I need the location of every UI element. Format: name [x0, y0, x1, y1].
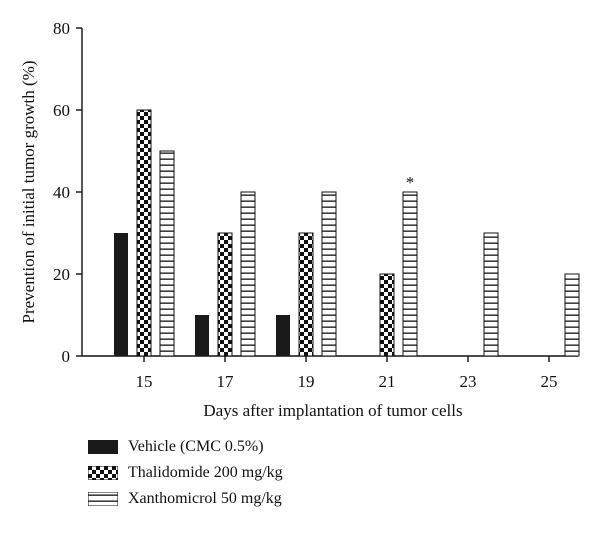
legend-swatch-vehicle [88, 440, 118, 454]
bar-xanthomicrol [483, 232, 499, 357]
y-tick-label: 20 [53, 265, 70, 284]
bar-xanthomicrol [402, 191, 418, 357]
x-tick-label: 17 [217, 372, 235, 391]
significance-annotation: * [406, 173, 415, 192]
bar-xanthomicrol [321, 191, 337, 357]
bar-vehicle [114, 233, 128, 356]
x-tick-label: 15 [136, 372, 153, 391]
x-tick-label: 19 [298, 372, 315, 391]
y-tick-label: 40 [53, 183, 70, 202]
x-tick-label: 23 [460, 372, 477, 391]
x-axis-label: Days after implantation of tumor cells [203, 401, 462, 420]
bar-thalidomide [136, 109, 152, 357]
legend: Vehicle (CMC 0.5%) Thalidomide 200 mg/kg… [88, 434, 283, 512]
legend-label-vehicle: Vehicle (CMC 0.5%) [128, 438, 264, 455]
legend-item-xanthomicrol: Xanthomicrol 50 mg/kg [88, 486, 283, 512]
legend-swatch-thalidomide [88, 466, 118, 480]
bar-thalidomide [298, 232, 314, 357]
bar-thalidomide [379, 273, 395, 357]
legend-label-xanthomicrol: Xanthomicrol 50 mg/kg [128, 490, 282, 507]
y-tick-label: 0 [62, 347, 71, 366]
legend-item-vehicle: Vehicle (CMC 0.5%) [88, 434, 283, 460]
legend-item-thalidomide: Thalidomide 200 mg/kg [88, 460, 283, 486]
y-tick-label: 80 [53, 19, 70, 38]
bar-xanthomicrol [564, 273, 580, 357]
bar-vehicle [276, 315, 290, 356]
y-tick-label: 60 [53, 101, 70, 120]
x-tick-label: 21 [379, 372, 396, 391]
y-axis-label: Prevention of initial tumor growth (%) [19, 61, 38, 324]
bar-thalidomide [217, 232, 233, 357]
legend-label-thalidomide: Thalidomide 200 mg/kg [128, 464, 283, 481]
x-tick-label: 25 [541, 372, 558, 391]
bar-xanthomicrol [159, 150, 175, 357]
legend-swatch-xanthomicrol [88, 492, 118, 506]
bar-xanthomicrol [240, 191, 256, 357]
bar-vehicle [195, 315, 209, 356]
